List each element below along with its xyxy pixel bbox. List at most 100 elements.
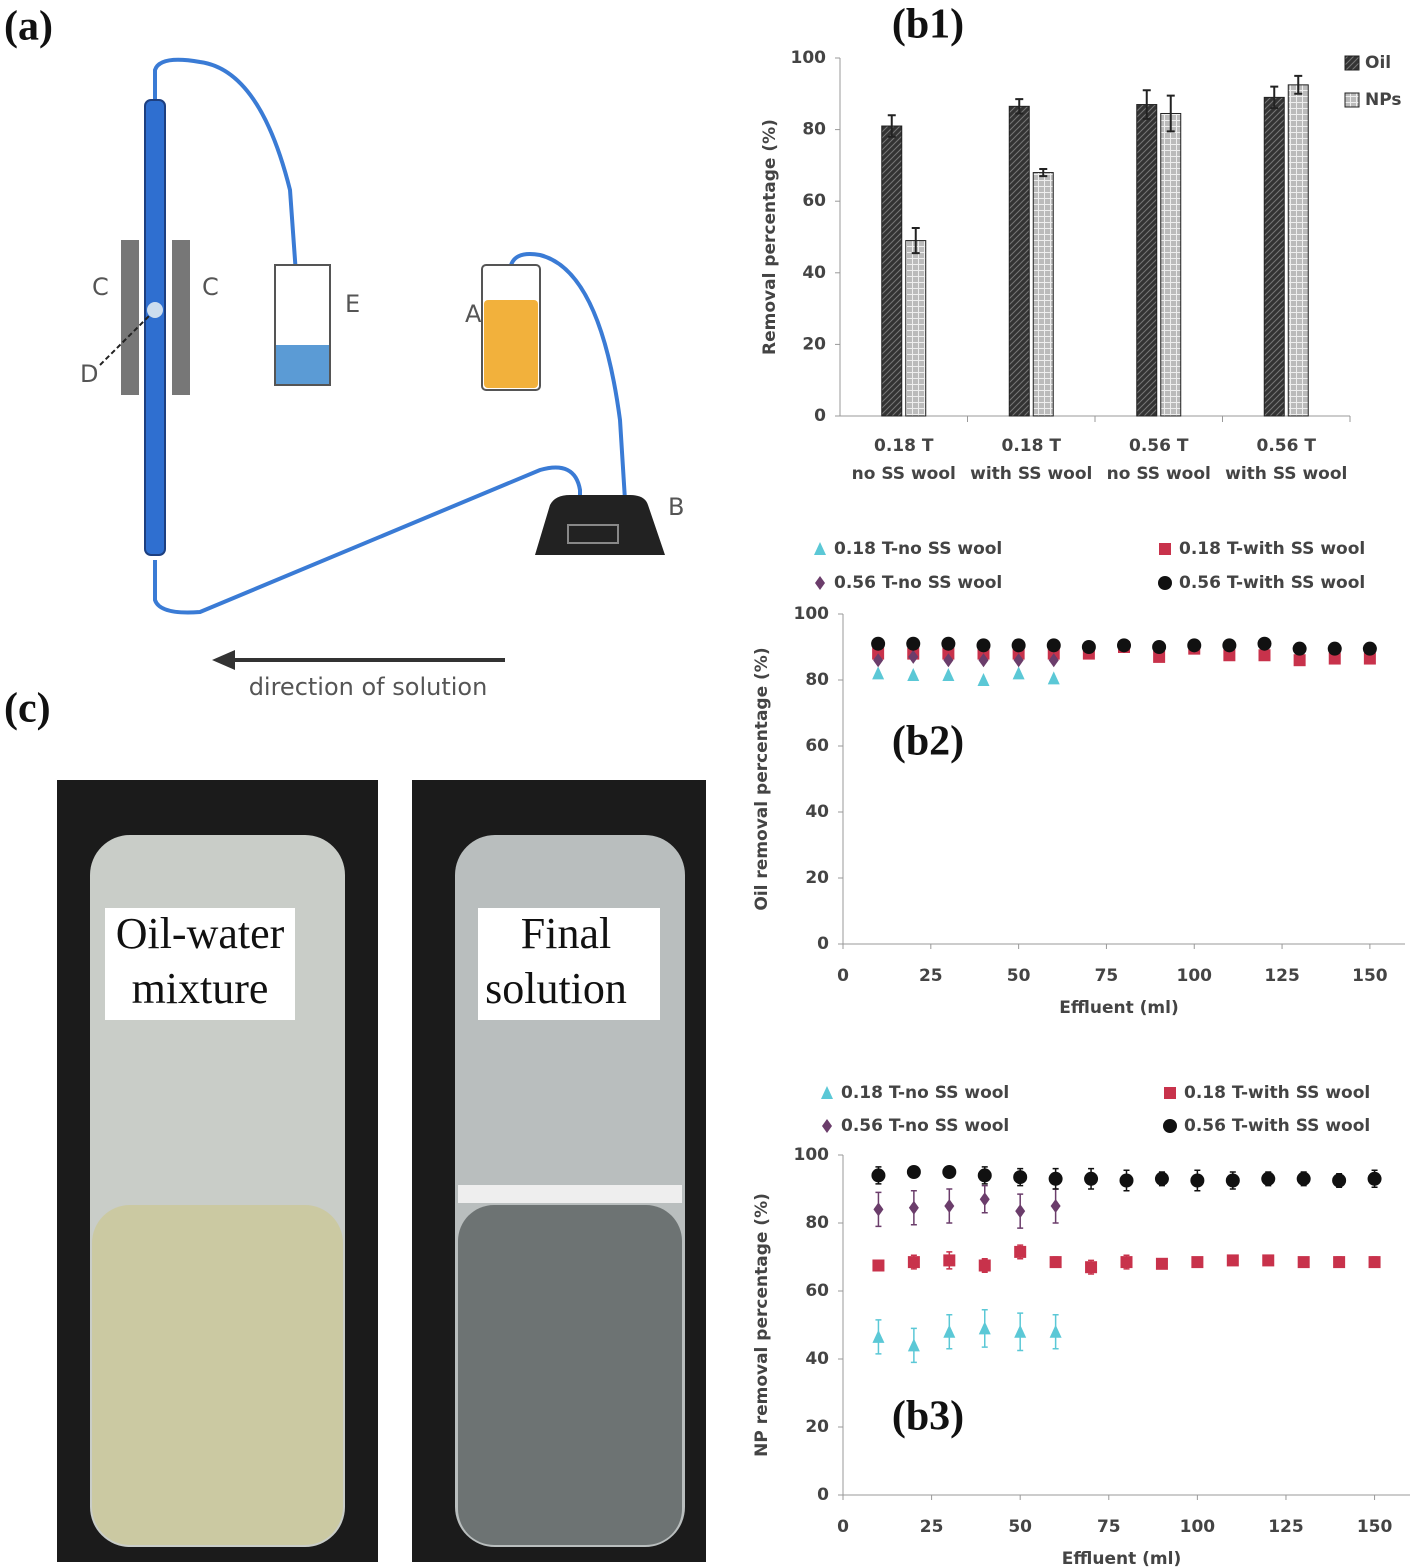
x-tick-label: 0.56 T	[1257, 436, 1317, 456]
marker	[1223, 649, 1236, 662]
y-tick-label: 20	[802, 334, 826, 354]
marker	[979, 1192, 990, 1207]
marker	[943, 1324, 956, 1338]
marker	[871, 1168, 886, 1183]
marker	[1225, 1173, 1240, 1188]
legend-marker	[1159, 543, 1171, 555]
marker	[1297, 1256, 1310, 1269]
marker	[976, 638, 991, 653]
x-tick-label: 0	[837, 1517, 849, 1537]
liquid	[276, 345, 329, 384]
marker	[1226, 1254, 1239, 1267]
marker	[978, 1321, 991, 1335]
marker	[1047, 671, 1060, 685]
marker	[1117, 638, 1131, 653]
y-tick-label: 40	[805, 1349, 829, 1369]
magnet	[172, 240, 190, 395]
legend-marker	[1158, 576, 1172, 590]
marker	[1262, 1254, 1275, 1267]
legend-marker	[815, 576, 825, 590]
marker	[872, 1259, 885, 1272]
x-tick-label: 150	[1352, 966, 1388, 986]
marker	[1257, 636, 1272, 651]
part-label: A	[465, 300, 482, 328]
tube	[153, 465, 582, 615]
solution	[458, 1205, 682, 1545]
marker	[1050, 1199, 1061, 1213]
x-tick-label: with SS wool	[970, 464, 1092, 484]
marker	[1367, 1171, 1382, 1186]
pointer	[99, 314, 151, 366]
marker	[1261, 1171, 1276, 1186]
column	[144, 99, 166, 556]
marker	[907, 1256, 920, 1269]
annotation: (b2)	[892, 719, 964, 765]
marker	[872, 1329, 885, 1343]
x-tick-label: 0.18 T	[874, 436, 934, 456]
legend-swatch	[1344, 92, 1360, 108]
marker	[1048, 653, 1059, 668]
legend-label: 0.18 T-no SS wool	[834, 539, 1002, 559]
legend-label: Oil	[1365, 53, 1391, 73]
x-tick-label: 100	[1177, 966, 1213, 986]
photo-label: Final	[521, 909, 611, 958]
marker	[1011, 638, 1026, 653]
y-tick-label: 80	[805, 1213, 829, 1233]
part-label: C	[92, 273, 109, 301]
tube	[508, 252, 627, 501]
y-tick-label: 100	[791, 48, 827, 68]
x-tick-label: with SS wool	[1225, 464, 1347, 484]
marker	[1049, 1256, 1062, 1269]
marker	[1362, 641, 1377, 656]
marker	[1014, 1245, 1027, 1258]
y-tick-label: 60	[805, 1281, 829, 1301]
y-tick-label: 80	[802, 120, 826, 140]
marker	[1258, 649, 1271, 662]
flow-arrow-head	[212, 650, 235, 670]
marker	[978, 653, 989, 668]
marker	[1187, 638, 1202, 653]
marker	[1293, 654, 1306, 667]
x-tick-label: 50	[1008, 1517, 1032, 1537]
legend-marker	[814, 542, 826, 555]
legend-label: 0.56 T-no SS wool	[841, 1116, 1009, 1136]
photo-label: mixture	[132, 964, 269, 1013]
bar	[1160, 112, 1182, 417]
y-tick-label: 0	[817, 1485, 829, 1505]
error-bar	[1015, 98, 1024, 115]
part-label: B	[668, 493, 684, 521]
marker	[942, 668, 955, 682]
y-tick-label: 100	[794, 1145, 830, 1165]
marker	[908, 1200, 919, 1215]
marker	[908, 649, 919, 664]
bar	[905, 240, 927, 417]
tube	[153, 57, 302, 331]
photos: (c) Oil-water mixture Final solution	[4, 686, 706, 1562]
marker	[907, 1338, 920, 1352]
marker	[944, 1199, 955, 1213]
marker	[1084, 1171, 1099, 1186]
marker	[977, 1168, 992, 1183]
mixture	[92, 1205, 343, 1545]
error-bar	[887, 114, 896, 138]
photo-label: Oil-water	[116, 909, 285, 958]
marker	[1153, 650, 1166, 663]
marker	[873, 1202, 884, 1217]
marker	[978, 1259, 991, 1272]
legend-marker	[822, 1119, 832, 1133]
x-axis-label: Effluent (ml)	[1059, 998, 1178, 1018]
x-tick-label: 75	[1095, 966, 1119, 986]
liquid	[484, 300, 538, 388]
magnet	[121, 240, 139, 395]
meniscus	[458, 1185, 682, 1203]
marker	[1292, 641, 1307, 656]
marker	[1368, 1256, 1381, 1269]
marker	[1085, 1261, 1098, 1274]
bar	[1008, 105, 1030, 417]
marker	[1014, 1324, 1027, 1338]
pump-head	[567, 524, 619, 544]
y-tick-label: 80	[805, 670, 829, 690]
marker	[1049, 1324, 1062, 1338]
bar	[1287, 84, 1309, 417]
